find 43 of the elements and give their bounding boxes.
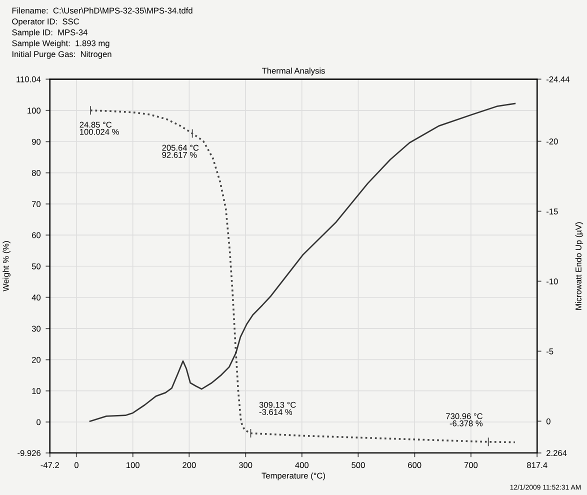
text: Sample ID: MPS-34 [12,29,88,37]
x-tick-label: 700 [464,462,478,468]
annotation: 24.85 °C 100.024 % [80,122,119,135]
x-tick-label: 200 [182,462,196,468]
x-axis-title: Temperature (°C) [262,472,325,480]
y2-tick-label: -10 [546,278,558,284]
annotation: 730.96 °C -6.378 % [446,413,483,426]
y-tick-label: 50 [32,263,41,270]
y2-tick-label: -5 [546,348,554,354]
y-tick-label: 110.04 [16,76,41,82]
text: Sample Weight: 1.893 mg [12,40,110,48]
x-tick-label: -47.2 [40,462,59,468]
y-tick-label: 0 [36,419,41,426]
x-tick-label: 600 [408,462,422,468]
y-tick-label: 100 [28,108,41,114]
y2-tick-label: -24.44 [546,76,570,82]
x-tick-label: 817.4 [527,462,548,468]
y-tick-label: 90 [32,138,41,145]
text: Operator ID: SSC [12,18,80,26]
x-tick-label: 100 [126,462,140,468]
y2-tick-label: -15 [546,208,558,214]
y2-tick-label: -20 [546,138,558,144]
y-tick-label: 80 [32,170,41,176]
y-tick-label: 70 [32,201,41,208]
y-tick-label: 30 [32,326,41,332]
annotation: 309.13 °C -3.614 % [259,402,296,415]
y-tick-label: 60 [32,232,41,238]
annotation: 205.64 °C 92.617 % [162,144,199,158]
x-tick-label: 500 [352,462,365,468]
text: Filename: C:\User\PhD\MPS-32-35\MPS-34.tdfd [12,7,192,14]
y2-tick-label: 2.264 [546,450,567,456]
y-axis-title: Weight % (%) [2,241,10,292]
text: Initial Purge Gas: Nitrogen [12,50,112,59]
x-tick-label: 400 [295,462,309,468]
y2-axis-title: Microwatt Endo Up (µV) [575,222,584,310]
y-tick-label: 40 [32,294,41,300]
x-tick-label: 300 [238,462,252,468]
y2-tick-label: 0 [546,418,550,424]
x-tick-label: 0 [74,462,78,468]
chart-title: Thermal Analysis [262,68,325,76]
y-tick-label: 20 [32,356,41,363]
y-tick-label: -9.926 [18,450,41,456]
y-tick-label: 10 [32,388,41,394]
